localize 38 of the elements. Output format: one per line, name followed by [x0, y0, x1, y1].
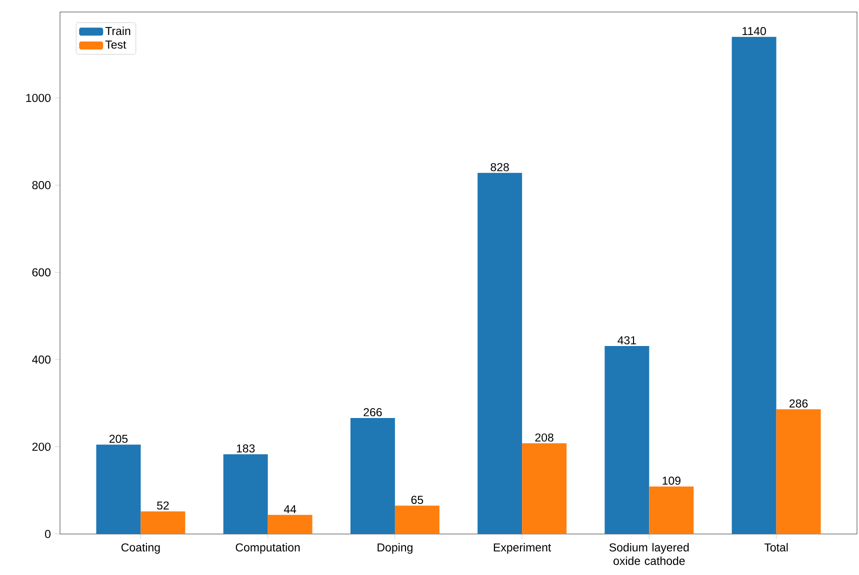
bar — [732, 36, 776, 534]
data-label: 52 — [157, 501, 169, 510]
legend-label: Train — [105, 26, 130, 36]
y-tick-label: 1000 — [26, 94, 51, 102]
bar — [776, 409, 821, 534]
data-label: 208 — [535, 433, 554, 442]
bar — [140, 511, 186, 534]
bar — [350, 418, 395, 534]
data-label: 44 — [284, 505, 296, 514]
x-tick-label: Coating — [121, 543, 160, 554]
y-tick-label: 0 — [45, 530, 51, 538]
data-label: 183 — [236, 444, 255, 452]
x-tick-label: Doping — [378, 543, 412, 554]
bar — [478, 172, 522, 534]
bar — [522, 443, 567, 534]
y-tick-label: 400 — [32, 355, 51, 364]
x-tick-label: Experiment — [494, 543, 552, 554]
x-tick-label: Computation — [236, 543, 300, 554]
x-tick-label: Sodium layered oxide cathode — [609, 543, 689, 565]
x-tick-label: Total — [764, 543, 788, 552]
data-label: 431 — [618, 336, 636, 344]
legend-label: Test — [105, 40, 126, 49]
bar — [268, 514, 312, 534]
bar — [223, 454, 268, 534]
y-tick-label: 800 — [32, 181, 51, 190]
bar — [394, 506, 440, 534]
bar — [649, 486, 694, 534]
data-label: 286 — [790, 399, 808, 408]
data-label: 205 — [109, 434, 128, 443]
y-tick-label: 200 — [32, 442, 51, 451]
data-label: 65 — [411, 496, 424, 504]
bar — [96, 444, 141, 534]
data-label: 1140 — [742, 27, 766, 36]
data-label: 266 — [364, 408, 382, 416]
data-label: 109 — [662, 476, 680, 485]
data-label: 828 — [490, 163, 509, 172]
y-tick-label: 600 — [32, 268, 51, 276]
bar — [604, 346, 650, 534]
